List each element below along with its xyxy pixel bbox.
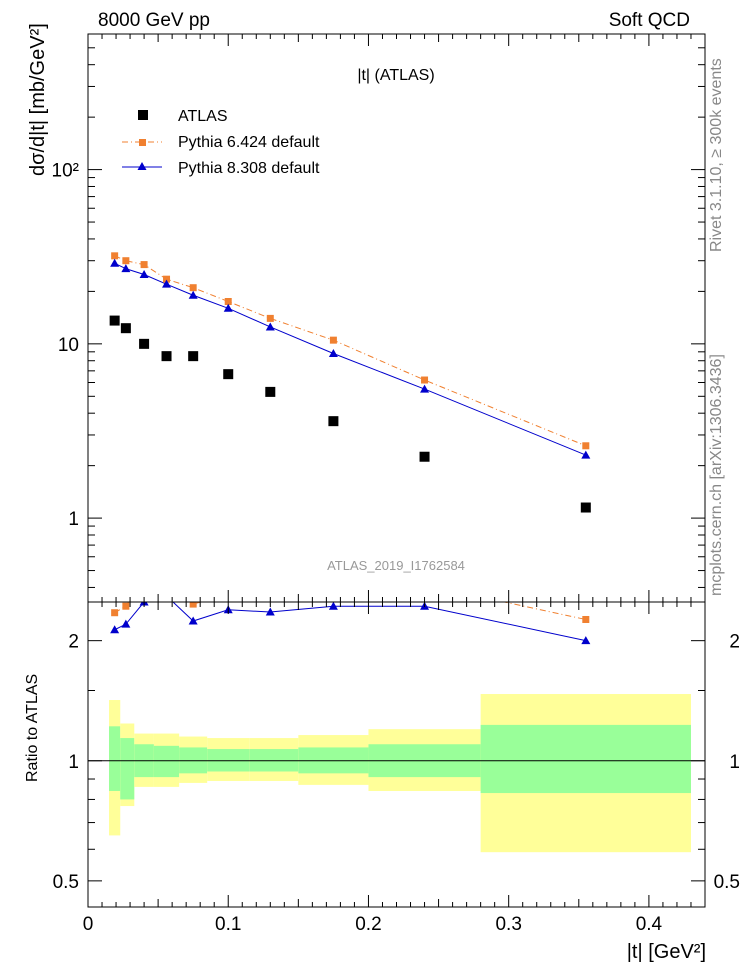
ratio-pythia6-point [141,576,148,583]
ratio-pythia6-point [582,615,590,623]
pythia8-line [114,262,586,456]
x-tick-label: 0.1 [215,914,241,935]
legend-pythia8-label: Pythia 8.308 default [178,160,320,177]
atlas-point [419,451,430,462]
pythia6-point [163,275,171,283]
chart-title: |t| (ATLAS) [357,67,434,84]
legend-pythia6-label: Pythia 6.424 default [178,134,320,151]
ratio-series-clipped [110,576,591,645]
ratio-band-inner [153,745,180,778]
ratio-panel: 0 0.1 0.2 0.3 0.4 0.5 0.5 1 1 2 2 Ratio to ATLAS [24,576,740,935]
atlas-point [109,315,120,326]
ratio-bands [88,694,705,853]
pythia8-point [110,258,120,267]
atlas-point [188,351,199,362]
ratio-pythia8-point [188,616,198,625]
x-tick-label: 0.3 [495,914,521,935]
pythia6-point [582,442,590,450]
pythia8-point [328,349,338,358]
pythia8-point [121,264,131,273]
pythia8-point [139,270,149,279]
ratio-pythia8-point [121,619,131,628]
legend: ATLAS Pythia 6.424 default Pythia 8.308 … [122,108,320,177]
legend-pythia8-marker [137,162,147,170]
x-tick-label: 0.4 [636,914,663,935]
pythia8-point [420,384,430,393]
pythia6-point [111,252,119,260]
ratio-axis-ticks: 0 0.1 0.2 0.3 0.4 0.5 0.5 1 1 2 2 [53,602,740,935]
atlas-point [580,502,591,513]
x-axis-label: |t| [GeV²] [627,941,706,963]
rivet-label: Rivet 3.1.10, ≥ 300k events [708,58,725,252]
pythia6-point [122,257,130,265]
ratio-y-label: Ratio to ATLAS [24,674,41,782]
atlas-point [223,369,234,380]
main-y-tick-label: 10² [52,161,79,182]
ratio-pythia6-point [163,581,170,588]
pythia8-point [581,450,591,459]
pythia6-point [189,284,197,292]
pythia6-point [140,261,148,269]
x-tick-label: 0.2 [355,914,381,935]
ratio-y-tick-label-right: 1 [729,752,740,773]
main-y-tick-label: 1 [68,509,79,530]
ratio-y-tick-label-right: 2 [729,632,740,653]
pythia8-point [188,290,198,299]
ratio-pythia8-point [265,607,275,616]
pythia6-point [421,376,429,384]
ratio-band-inner [120,738,135,800]
ratio-pythia6-point [111,609,119,617]
ratio-band-inner [480,724,691,794]
pythia8-point [265,322,275,331]
pythia6-line [114,255,586,447]
ratio-y-tick-label: 0.5 [53,872,79,893]
main-panel: 1 10 10² |t| (ATLAS) ATLAS_2019_I1762584 A… [27,23,706,603]
ratio-pythia6-line [114,602,586,620]
atlas-point [161,351,172,362]
atlas-point [139,338,150,349]
energy-label: 8000 GeV pp [98,10,210,31]
pythia6-point [224,297,232,305]
ratio-pythia6-point [189,602,197,608]
ratio-pythia6-point [267,589,274,596]
legend-atlas-label: ATLAS [178,108,228,125]
ratio-y-tick-label-right: 0.5 [714,872,740,893]
watermark-label: ATLAS_2019_I1762584 [327,558,465,573]
atlas-point [265,386,276,397]
atlas-point [328,416,339,427]
ratio-pythia6-point [122,602,130,610]
pythia8-point [162,279,172,288]
ratio-pythia8-point [581,636,591,645]
pythia8-point [223,303,233,312]
ratio-series [110,576,591,645]
main-series [109,252,591,513]
ratio-pythia8-point [110,625,120,634]
ratio-pythia8-point [328,602,338,610]
main-axis-ticks: 1 10 10² [52,33,706,602]
mcplots-label: mcplots.cern.ch [arXiv:1306.3436] [708,354,725,596]
ratio-band-inner [109,726,121,791]
legend-pythia6-marker [139,139,146,146]
main-y-label: dσ/d|t| [mb/GeV²] [27,23,49,176]
ratio-frame [87,601,706,908]
ratio-band-inner [207,749,250,772]
ratio-pythia8-line [114,602,586,642]
main-y-tick-label: 10 [58,335,79,356]
pythia6-point [266,314,274,322]
ratio-y-tick-label: 2 [68,632,79,653]
pythia6-point [329,336,337,344]
legend-atlas-marker [138,110,148,120]
atlas-point [120,323,131,334]
ratio-pythia6-point [421,581,428,588]
main-y-label-text: dσ/d|t| [mb/GeV²] [27,23,49,176]
process-label: Soft QCD [609,10,690,31]
x-tick-label: 0 [83,914,94,935]
ratio-band-inner [249,749,299,772]
ratio-pythia8-point [162,591,171,599]
ratio-y-tick-label: 1 [68,752,79,773]
